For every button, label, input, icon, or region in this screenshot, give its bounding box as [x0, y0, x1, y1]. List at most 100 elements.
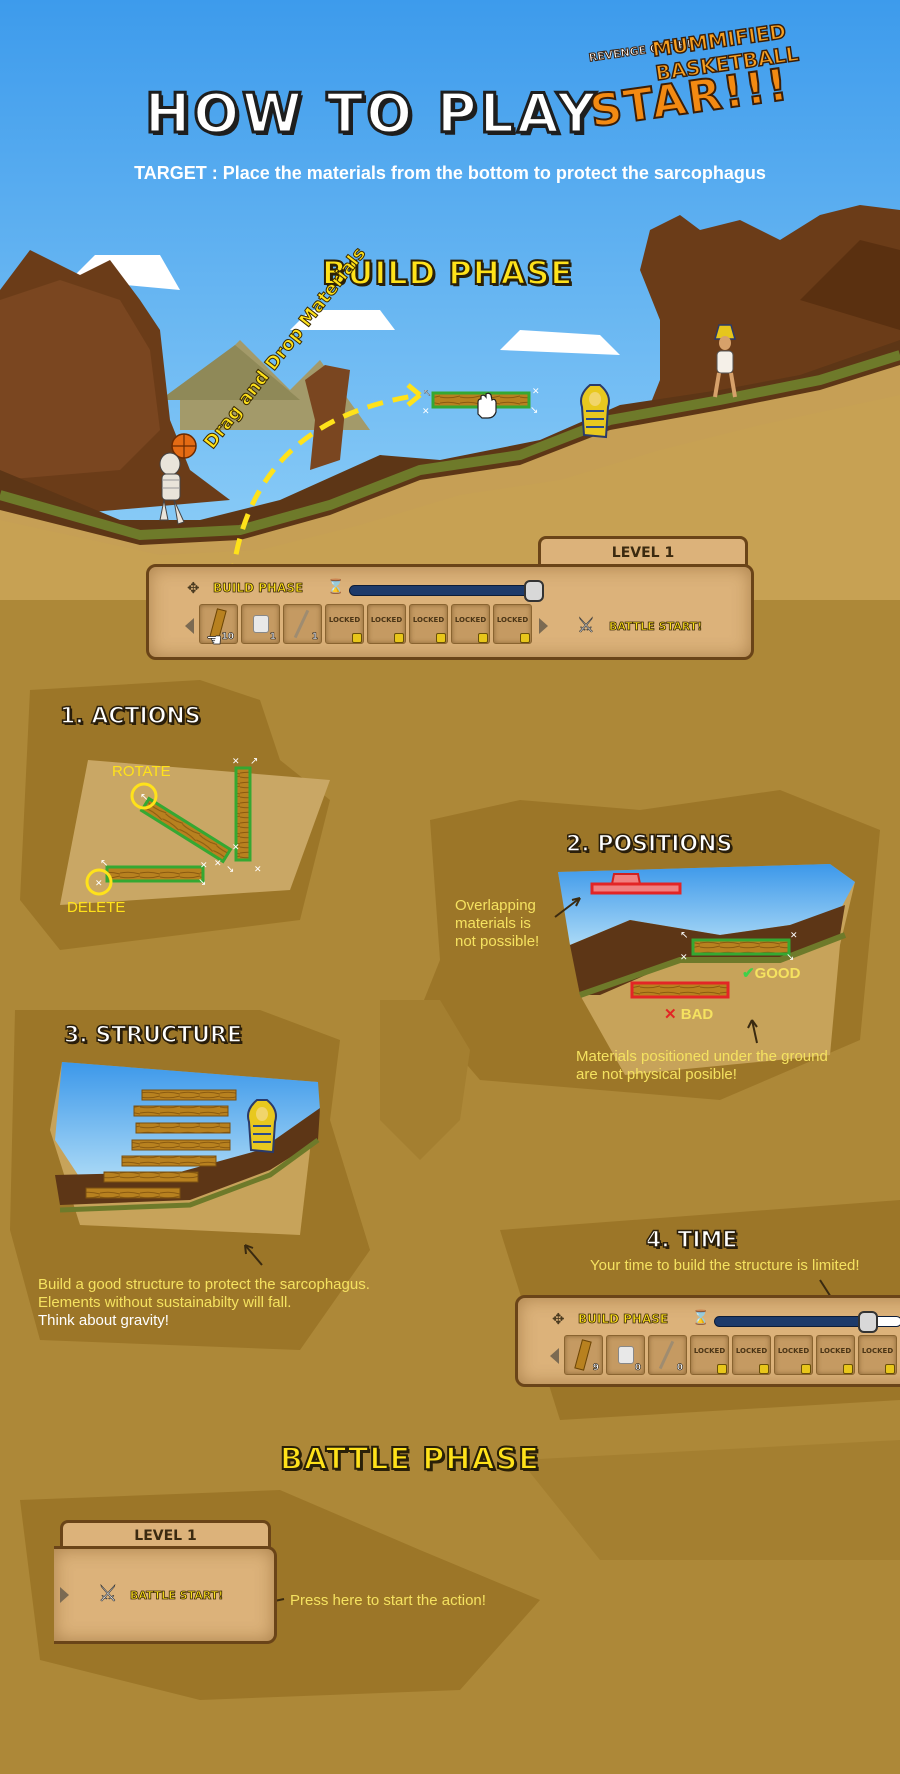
battle-level-label: LEVEL 1 [134, 1528, 197, 1544]
battle-phase-title: BATTLE PHASE [279, 1441, 540, 1478]
build-tools-icon: ✥ [552, 1310, 565, 1328]
locked-label: LOCKED [861, 1347, 894, 1355]
timer-remaining [867, 1317, 900, 1326]
locked-label: LOCKED [496, 616, 529, 624]
svg-text:↘: ↘ [226, 864, 234, 875]
bad-label: BAD [680, 1006, 714, 1023]
slot-next-arrow[interactable] [60, 1587, 69, 1603]
crossed-swords-icon[interactable]: ⚔ [98, 1582, 118, 1608]
build-phase-title: BUILD PHASE [321, 253, 574, 293]
padlock-icon [885, 1364, 895, 1374]
stick-icon [658, 1340, 675, 1370]
check-icon: ✔ [742, 965, 755, 982]
locked-slot: LOCKED [690, 1335, 729, 1375]
ground-note-line-2: are not physical posible! [576, 1066, 737, 1083]
padlock-icon [801, 1364, 811, 1374]
padlock-icon [843, 1364, 853, 1374]
overlap-note-line-2: materials is [455, 915, 531, 932]
slot-count: 10 [221, 632, 234, 643]
locked-label: LOCKED [735, 1347, 768, 1355]
slot-count: 1 [269, 632, 276, 643]
slot-count: 0 [634, 1363, 641, 1374]
svg-text:✕: ✕ [200, 861, 208, 871]
locked-label: LOCKED [819, 1347, 852, 1355]
stick-icon [293, 609, 310, 639]
target-instructions: TARGET : Place the materials from the bo… [134, 163, 766, 183]
locked-slot: LOCKED [367, 604, 406, 644]
locked-label: LOCKED [412, 616, 445, 624]
battle-start-button[interactable]: BATTLE START! [130, 1589, 224, 1603]
locked-slot: LOCKED [325, 604, 364, 644]
svg-text:↖: ↖ [140, 792, 148, 803]
slot-prev-arrow[interactable] [185, 618, 194, 634]
svg-text:↖: ↖ [680, 930, 688, 941]
ground-note: Materials positioned under the ground ar… [576, 1048, 828, 1084]
padlock-icon [436, 633, 446, 643]
slot-next-arrow[interactable] [539, 618, 548, 634]
material-slot-plank[interactable]: 10 [199, 604, 238, 644]
time-toolbar: ✥ BUILD PHASE ⌛ 9 0 0 LOCKED LOCKED LOCKED LOC… [515, 1295, 900, 1387]
slot-count: 1 [311, 632, 318, 643]
locked-label: LOCKED [328, 616, 361, 624]
svg-text:✕: ✕ [214, 859, 222, 869]
level-label: LEVEL 1 [611, 545, 675, 561]
svg-text:✕: ✕ [422, 407, 430, 417]
padlock-icon [352, 633, 362, 643]
bad-indicator: ✕ BAD [664, 1005, 713, 1023]
structure-note: Build a good structure to protect the sa… [38, 1276, 370, 1330]
padlock-icon [478, 633, 488, 643]
material-slot-stone[interactable]: 0 [606, 1335, 645, 1375]
hand-cursor-icon: ☚ [206, 630, 223, 652]
locked-label: LOCKED [370, 616, 403, 624]
svg-text:✕: ✕ [532, 387, 540, 397]
timer-knob [524, 580, 544, 602]
svg-text:✕: ✕ [232, 757, 240, 767]
svg-text:✕: ✕ [680, 953, 688, 963]
crossed-swords-icon[interactable]: ⚔ [577, 613, 596, 638]
padlock-icon [717, 1364, 727, 1374]
padlock-icon [520, 633, 530, 643]
battle-start-button[interactable]: BATTLE START! [609, 620, 703, 634]
good-indicator: ✔GOOD [742, 964, 800, 982]
build-toolbar: ✥ BUILD PHASE ⌛ 10 1 1 LOCKED LOCKED LOCKED LO… [146, 564, 754, 660]
hourglass-icon: ⌛ [692, 1310, 710, 1326]
locked-slot: LOCKED [732, 1335, 771, 1375]
material-slot-plank[interactable]: 9 [564, 1335, 603, 1375]
toolbar-phase-label: BUILD PHASE [213, 581, 304, 596]
slot-prev-arrow[interactable] [550, 1348, 559, 1364]
time-title: 4. TIME [645, 1227, 738, 1254]
plank-icon [574, 1339, 592, 1371]
locked-slot: LOCKED [409, 604, 448, 644]
svg-text:✕: ✕ [95, 879, 103, 889]
time-timer-bar [714, 1311, 900, 1333]
slot-count: 9 [592, 1363, 599, 1374]
locked-label: LOCKED [454, 616, 487, 624]
structure-note-line-2: Elements without sustainabilty will fall… [38, 1294, 292, 1311]
stone-icon [253, 615, 269, 633]
material-slot-stone[interactable]: 1 [241, 604, 280, 644]
padlock-icon [759, 1364, 769, 1374]
time-note: Your time to build the structure is limi… [590, 1257, 860, 1274]
structure-note-line-3: Think about gravity! [38, 1312, 169, 1329]
locked-slot: LOCKED [493, 604, 532, 644]
delete-label: DELETE [67, 899, 126, 916]
slot-count: 0 [676, 1363, 683, 1374]
svg-text:↖: ↖ [423, 388, 431, 399]
locked-slot: LOCKED [858, 1335, 897, 1375]
svg-text:↖: ↖ [100, 858, 108, 869]
svg-text:✕: ✕ [232, 843, 240, 853]
material-slot-stick[interactable]: 0 [648, 1335, 687, 1375]
battle-toolbar: ⚔ BATTLE START! [54, 1546, 277, 1644]
sarcophagus [580, 384, 610, 439]
material-slot-stick[interactable]: 1 [283, 604, 322, 644]
locked-slot: LOCKED [451, 604, 490, 644]
timer-knob [857, 1311, 878, 1333]
svg-text:↘: ↘ [530, 405, 538, 416]
build-timer-bar [349, 580, 544, 602]
actions-title: 1. ACTIONS [59, 703, 201, 730]
time-toolbar-phase-label: BUILD PHASE [578, 1312, 669, 1327]
locked-label: LOCKED [777, 1347, 810, 1355]
good-label: GOOD [754, 965, 801, 982]
delete-highlight [85, 868, 113, 896]
